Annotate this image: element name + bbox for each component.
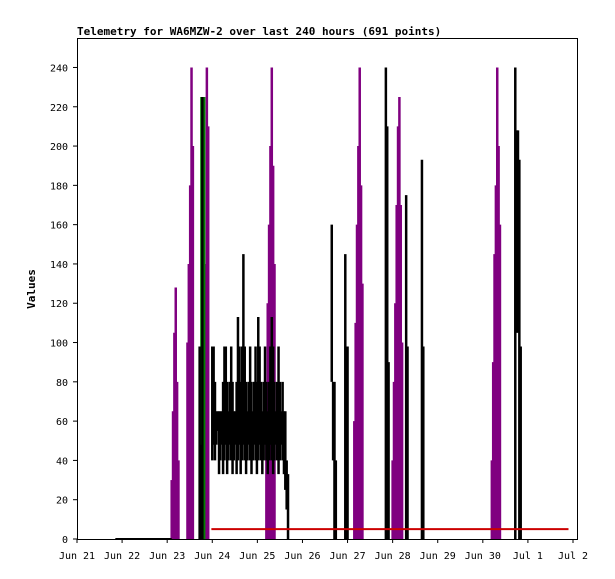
x-tick-label: Jun 30 [465,551,501,562]
series-2 [115,67,522,540]
series-0 [170,67,502,539]
y-tick-label: 100 [50,339,68,350]
x-axis: Jun 21 Jun 22 Jun 23 Jun 24 Jun 25 Jun 26 Jun … [59,539,588,562]
x-tick-label: Jun 24 [194,551,230,562]
x-tick-label: Jun 26 [284,551,320,562]
x-tick-label: Jul 2 [558,551,588,562]
series-layer [115,67,569,540]
y-tick-label: 80 [56,378,68,389]
plot-frame [77,38,578,540]
chart-title: Telemetry for WA6MZW-2 over last 240 hou… [77,25,441,38]
x-tick-label: Jun 25 [239,551,275,562]
x-tick-label: Jun 29 [420,551,456,562]
y-tick-label: 240 [50,63,68,74]
x-tick-label: Jun 21 [59,551,95,562]
y-tick-label: 120 [50,299,68,310]
y-tick-label: 0 [62,535,68,546]
y-tick-label: 20 [56,496,68,507]
x-tick-label: Jun 23 [149,551,185,562]
y-tick-label: 60 [56,417,68,428]
x-tick-label: Jun 28 [375,551,411,562]
y-tick-label: 180 [50,181,68,192]
y-tick-label: 220 [50,103,68,114]
y-tick-label: 200 [50,142,68,153]
y-tick-label: 160 [50,221,68,232]
x-tick-label: Jun 22 [104,551,140,562]
y-axis: 0 20 40 60 80 100 120 140 160 180 200 220 240 [50,63,77,546]
x-tick-label: Jul 1 [513,551,543,562]
y-axis-label: Values [25,269,38,309]
y-tick-label: 40 [56,456,68,467]
x-tick-label: Jun 27 [329,551,365,562]
y-tick-label: 140 [50,260,68,271]
